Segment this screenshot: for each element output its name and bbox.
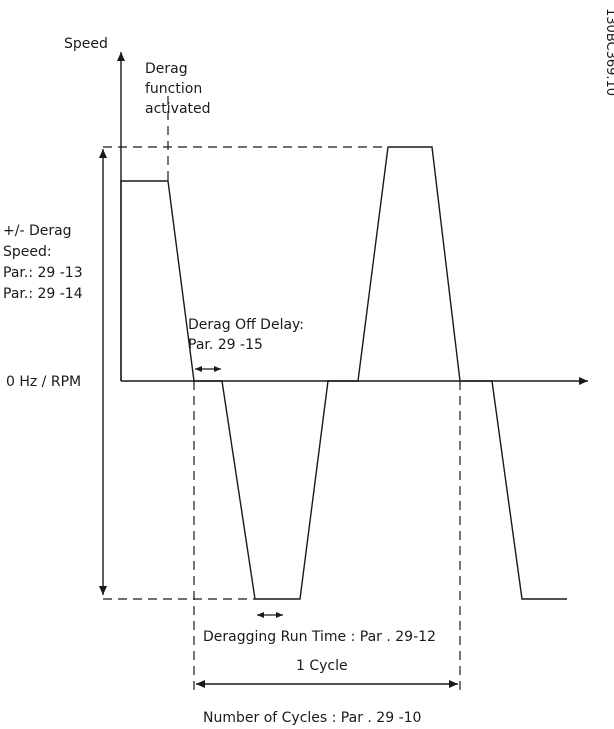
figure-code: 130BC369.10 <box>603 8 614 96</box>
derag-speed-par-2: Par.: 29 -14 <box>3 286 83 302</box>
zero-speed-label: 0 Hz / RPM <box>6 374 81 390</box>
derag-speed-label-line2: Speed: <box>3 244 52 260</box>
derag-activated-label-line2: function <box>145 81 202 97</box>
derag-speed-par-1: Par.: 29 -13 <box>3 265 83 281</box>
run-time-label: Deragging Run Time : Par . 29-12 <box>203 629 436 645</box>
cycle-label: 1 Cycle <box>296 658 348 674</box>
off-delay-label-line1: Derag Off Delay: <box>188 317 304 333</box>
speed-axis-label: Speed <box>64 36 108 52</box>
off-delay-label-line2: Par. 29 -15 <box>188 337 263 353</box>
number-of-cycles-label: Number of Cycles : Par . 29 -10 <box>203 710 421 726</box>
derag-activated-label-line1: Derag <box>145 61 188 77</box>
derag-activated-label-line3: activated <box>145 101 211 117</box>
speed-profile-curve <box>120 146 567 600</box>
derag-speed-label-line1: +/- Derag <box>3 223 72 239</box>
